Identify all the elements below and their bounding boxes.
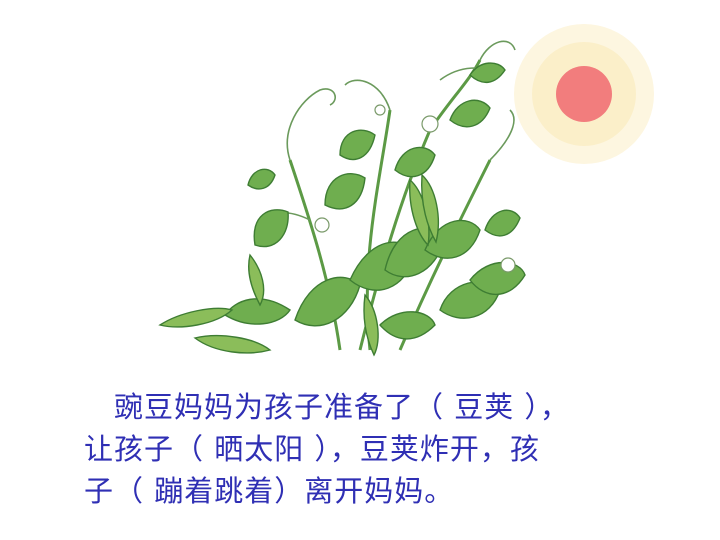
text-line-1: 豌豆妈妈为孩子准备了（ 豆荚 ）， (84, 386, 684, 428)
paragraph: 豌豆妈妈为孩子准备了（ 豆荚 ）， 让孩子（ 晒太阳 ），豆荚炸开，孩 子（ 蹦… (84, 386, 684, 512)
text-line-2: 让孩子（ 晒太阳 ），豆荚炸开，孩 (84, 428, 684, 470)
line-1-text: 豌豆妈妈为孩子准备了（ 豆荚 ）， (114, 390, 570, 424)
sun-icon (514, 24, 654, 164)
line-2-text: 让孩子（ 晒太阳 ），豆荚炸开，孩 (84, 432, 540, 466)
pea-plant-illustration (158, 24, 654, 357)
text-line-3: 子（ 蹦着跳着）离开妈妈。 (84, 470, 684, 512)
line-3-text: 子（ 蹦着跳着）离开妈妈。 (84, 474, 455, 508)
